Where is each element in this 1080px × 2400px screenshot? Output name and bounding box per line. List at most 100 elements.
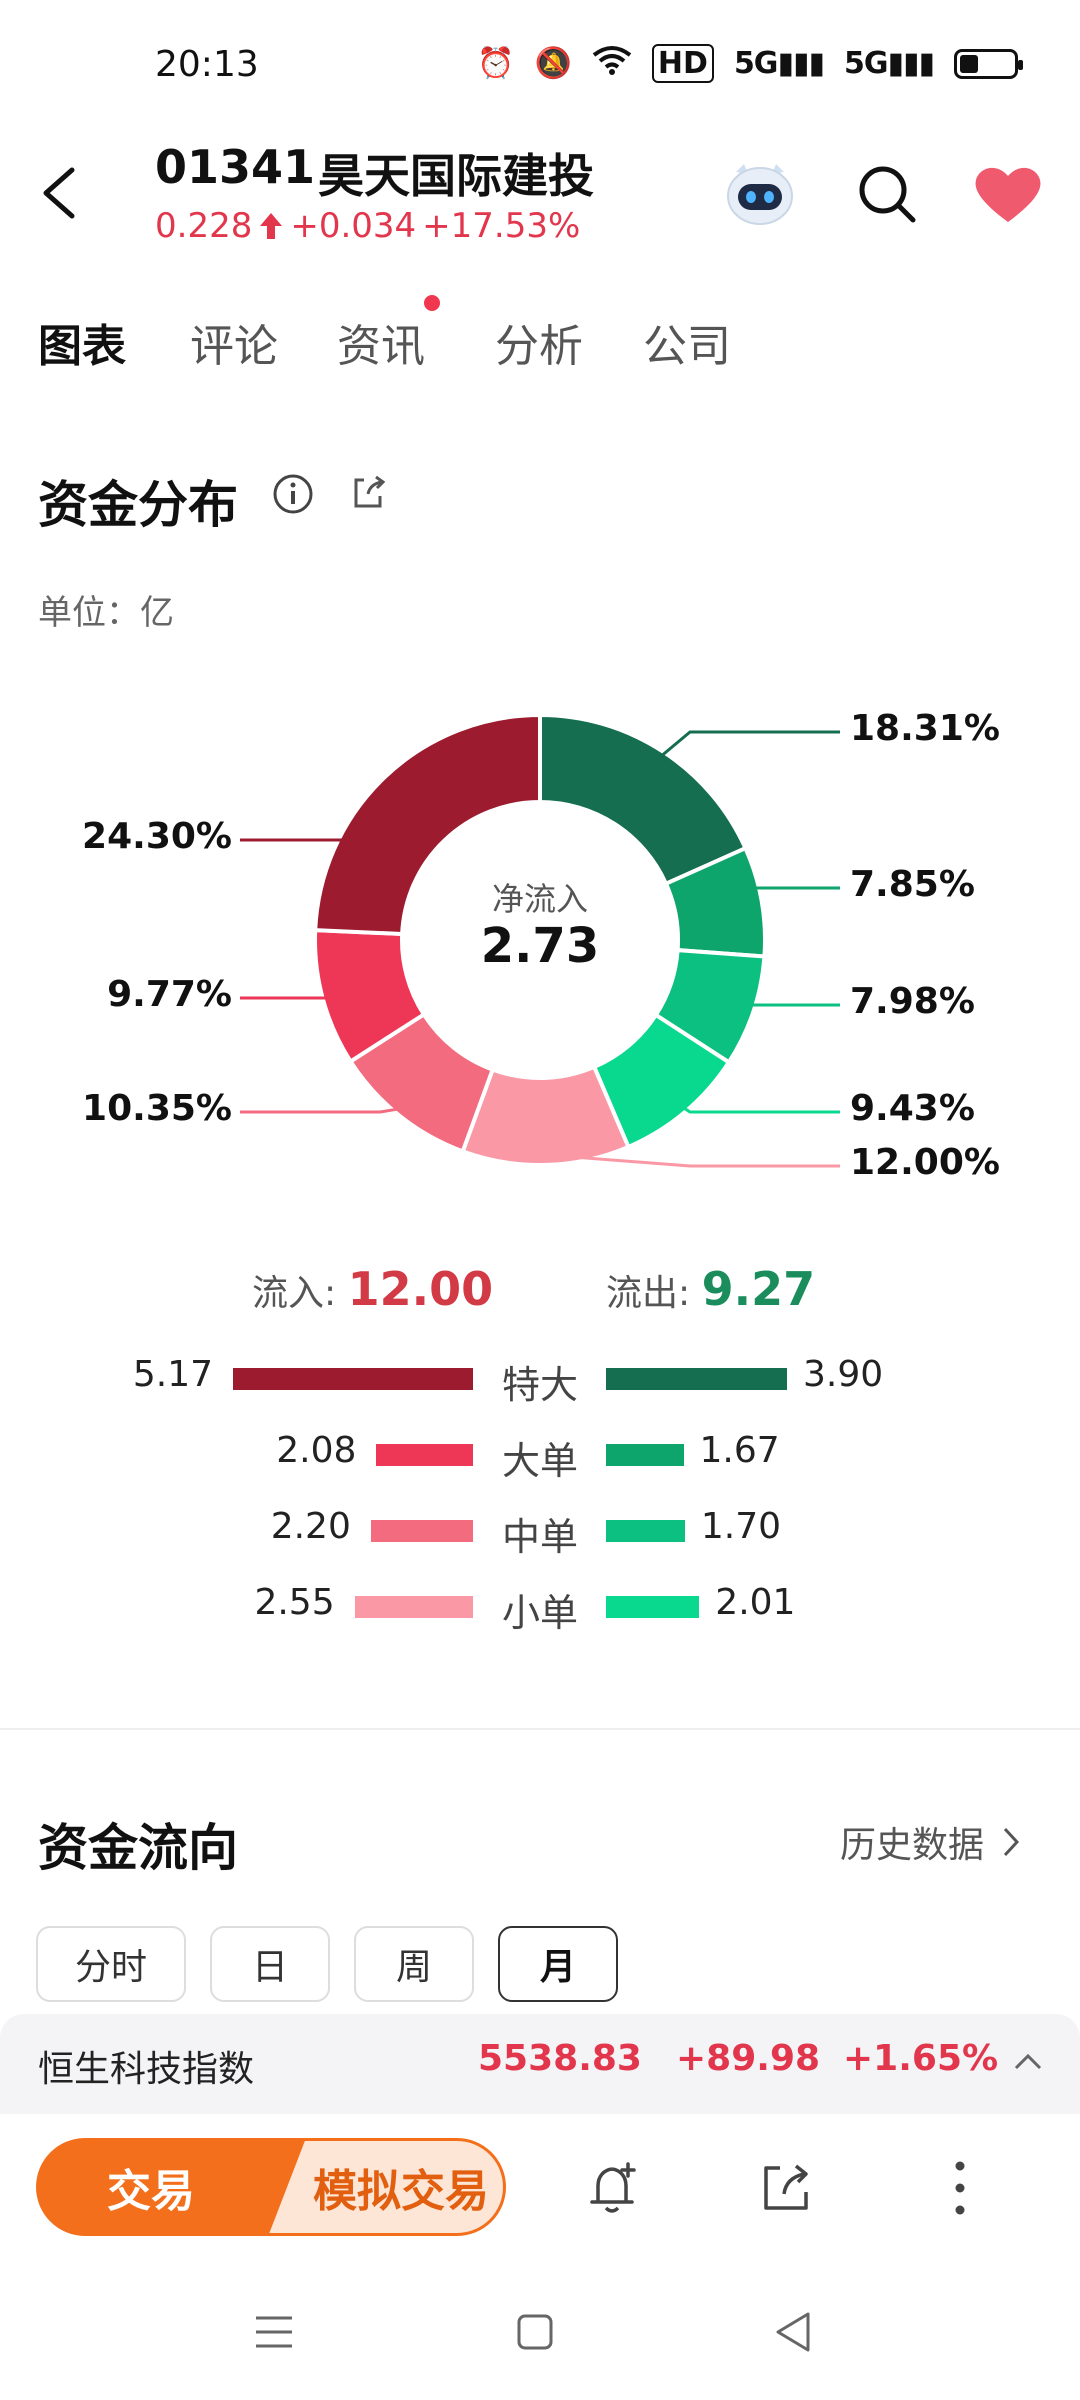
history-data-label: 历史数据 xyxy=(840,1825,985,1866)
back-button[interactable] xyxy=(32,158,92,228)
inflow-bar xyxy=(233,1368,473,1390)
order-size-label: 大单 xyxy=(502,1439,579,1483)
donut-slice xyxy=(313,712,542,937)
signal-5g-icon-2: 5G▮▮▮ xyxy=(843,46,935,81)
section-divider xyxy=(0,1728,1080,1730)
trade-button-group: 模拟交易 交易 xyxy=(36,2138,506,2236)
news-unread-dot xyxy=(424,295,440,311)
slice-leader-line xyxy=(240,1106,406,1114)
inflow-bar xyxy=(354,1596,473,1618)
stock-change-pct: +17.53% xyxy=(422,206,581,246)
inflow-value: 2.55 xyxy=(254,1582,335,1623)
index-ticker-bar[interactable]: 恒生科技指数 5538.83 +89.98 +1.65% xyxy=(0,2014,1080,2114)
chevron-up-icon[interactable] xyxy=(1010,2044,1046,2080)
price-alert-bell-icon[interactable] xyxy=(584,2158,644,2218)
stock-change: +0.034 xyxy=(290,206,417,246)
inflow-bar xyxy=(376,1444,473,1466)
flow-row: 2.55 小单 2.01 xyxy=(0,1582,1080,1635)
trade-button[interactable]: 交易 xyxy=(36,2138,306,2236)
slice-pct-label: 7.98% xyxy=(850,981,975,1022)
stock-quote: 0.228 +0.034 +17.53% xyxy=(155,206,580,246)
slice-pct-label: 9.43% xyxy=(850,1088,975,1129)
outflow-bar xyxy=(606,1368,788,1390)
slice-leader-line xyxy=(656,730,840,761)
period-intraday-button[interactable]: 分时 xyxy=(36,1926,186,2002)
inflow-value: 2.20 xyxy=(270,1506,351,1547)
share-icon-bottom[interactable] xyxy=(756,2158,816,2218)
index-value: 5538.83 xyxy=(478,2038,642,2079)
donut-svg xyxy=(240,712,840,1168)
bottom-action-bar: 模拟交易 交易 xyxy=(0,2114,1080,2264)
tab-company[interactable]: 公司 xyxy=(643,321,731,372)
order-size-label: 小单 xyxy=(502,1591,579,1635)
index-name: 恒生科技指数 xyxy=(38,2049,255,2090)
outflow-value: 9.27 xyxy=(701,1262,816,1316)
mute-icon: 🔕 xyxy=(534,46,572,81)
fund-distribution-donut-chart: 净流入 2.73 18.31% 7.85% 7.98% 9.43% 12.00% 10.3… xyxy=(0,660,1080,1220)
inflow-value: 2.08 xyxy=(276,1430,357,1471)
flow-row: 5.17 特大 3.90 xyxy=(0,1354,1080,1407)
order-size-label: 中单 xyxy=(502,1515,579,1559)
more-vertical-icon[interactable] xyxy=(940,2156,980,2220)
slice-leader-line xyxy=(750,886,840,903)
outflow-total: 流出: 9.27 xyxy=(606,1262,816,1316)
stock-code: 01341 xyxy=(155,140,316,194)
status-bar: 20:13 ⏰ 🔕 HD 5G▮▮▮ 5G▮▮▮ xyxy=(0,0,1080,135)
tab-analysis[interactable]: 分析 xyxy=(495,321,583,372)
tab-news[interactable]: 资讯 xyxy=(337,321,425,372)
outflow-bar xyxy=(606,1520,685,1542)
back-arrow-icon xyxy=(43,167,75,219)
tab-comments[interactable]: 评论 xyxy=(190,321,278,372)
net-inflow-label: 净流入 xyxy=(491,880,588,918)
outflow-value: 3.90 xyxy=(803,1354,884,1395)
up-arrow-icon xyxy=(260,213,283,239)
alarm-icon: ⏰ xyxy=(477,46,515,81)
status-time: 20:13 xyxy=(155,44,259,85)
section-title-flow: 资金流向 xyxy=(38,1819,238,1877)
index-change-pct: +1.65% xyxy=(843,2038,999,2079)
order-size-label: 特大 xyxy=(502,1363,579,1407)
info-icon[interactable] xyxy=(272,473,314,515)
status-icons: ⏰ 🔕 HD 5G▮▮▮ 5G▮▮▮ xyxy=(477,44,1023,83)
period-day-button[interactable]: 日 xyxy=(210,1926,330,2002)
nav-recent-apps-icon[interactable] xyxy=(252,2314,296,2350)
index-change: +89.98 xyxy=(676,2038,821,2079)
nav-home-icon[interactable] xyxy=(515,2312,555,2352)
outflow-value: 1.67 xyxy=(699,1430,780,1471)
favorite-heart-icon[interactable] xyxy=(972,162,1044,226)
slice-pct-label: 18.31% xyxy=(850,708,1000,749)
section-title-distribution: 资金分布 xyxy=(38,476,238,534)
signal-5g-icon-1: 5G▮▮▮ xyxy=(733,46,825,81)
net-inflow-value: 2.73 xyxy=(480,918,600,974)
slice-pct-label: 12.00% xyxy=(850,1142,1000,1183)
inflow-value: 5.17 xyxy=(132,1354,213,1395)
chevron-right-icon xyxy=(1003,1827,1020,1857)
search-icon[interactable] xyxy=(855,162,919,226)
slice-leader-line xyxy=(742,1003,840,1009)
unit-label: 单位：亿 xyxy=(38,593,174,633)
inflow-value: 12.00 xyxy=(347,1262,494,1316)
tab-bar: 图表 评论 资讯 分析 公司 xyxy=(0,310,1080,372)
share-icon[interactable] xyxy=(348,472,388,512)
system-nav-bar xyxy=(0,2264,1080,2400)
period-week-button[interactable]: 周 xyxy=(354,1926,474,2002)
outflow-value: 2.01 xyxy=(715,1582,796,1623)
stock-name: 昊天国际建投 xyxy=(318,149,594,203)
slice-leader-line xyxy=(240,784,393,842)
history-data-link[interactable]: 历史数据 xyxy=(840,1816,1022,1868)
inflow-bar xyxy=(370,1520,473,1542)
donut-slice xyxy=(538,712,749,887)
tab-chart[interactable]: 图表 xyxy=(38,321,126,372)
hd-icon: HD xyxy=(651,44,714,83)
wifi-icon xyxy=(592,45,632,83)
nav-back-icon[interactable] xyxy=(772,2310,814,2354)
flow-row: 2.20 中单 1.70 xyxy=(0,1506,1080,1559)
battery-icon xyxy=(954,48,1023,79)
inflow-total: 流入: 12.00 xyxy=(252,1262,494,1316)
slice-leader-line xyxy=(240,995,334,1000)
robot-assistant-icon[interactable] xyxy=(722,158,798,230)
slice-pct-label: 9.77% xyxy=(107,974,232,1015)
slice-pct-label: 7.85% xyxy=(850,864,975,905)
period-month-button[interactable]: 月 xyxy=(498,1926,618,2002)
outflow-bar xyxy=(606,1596,700,1618)
